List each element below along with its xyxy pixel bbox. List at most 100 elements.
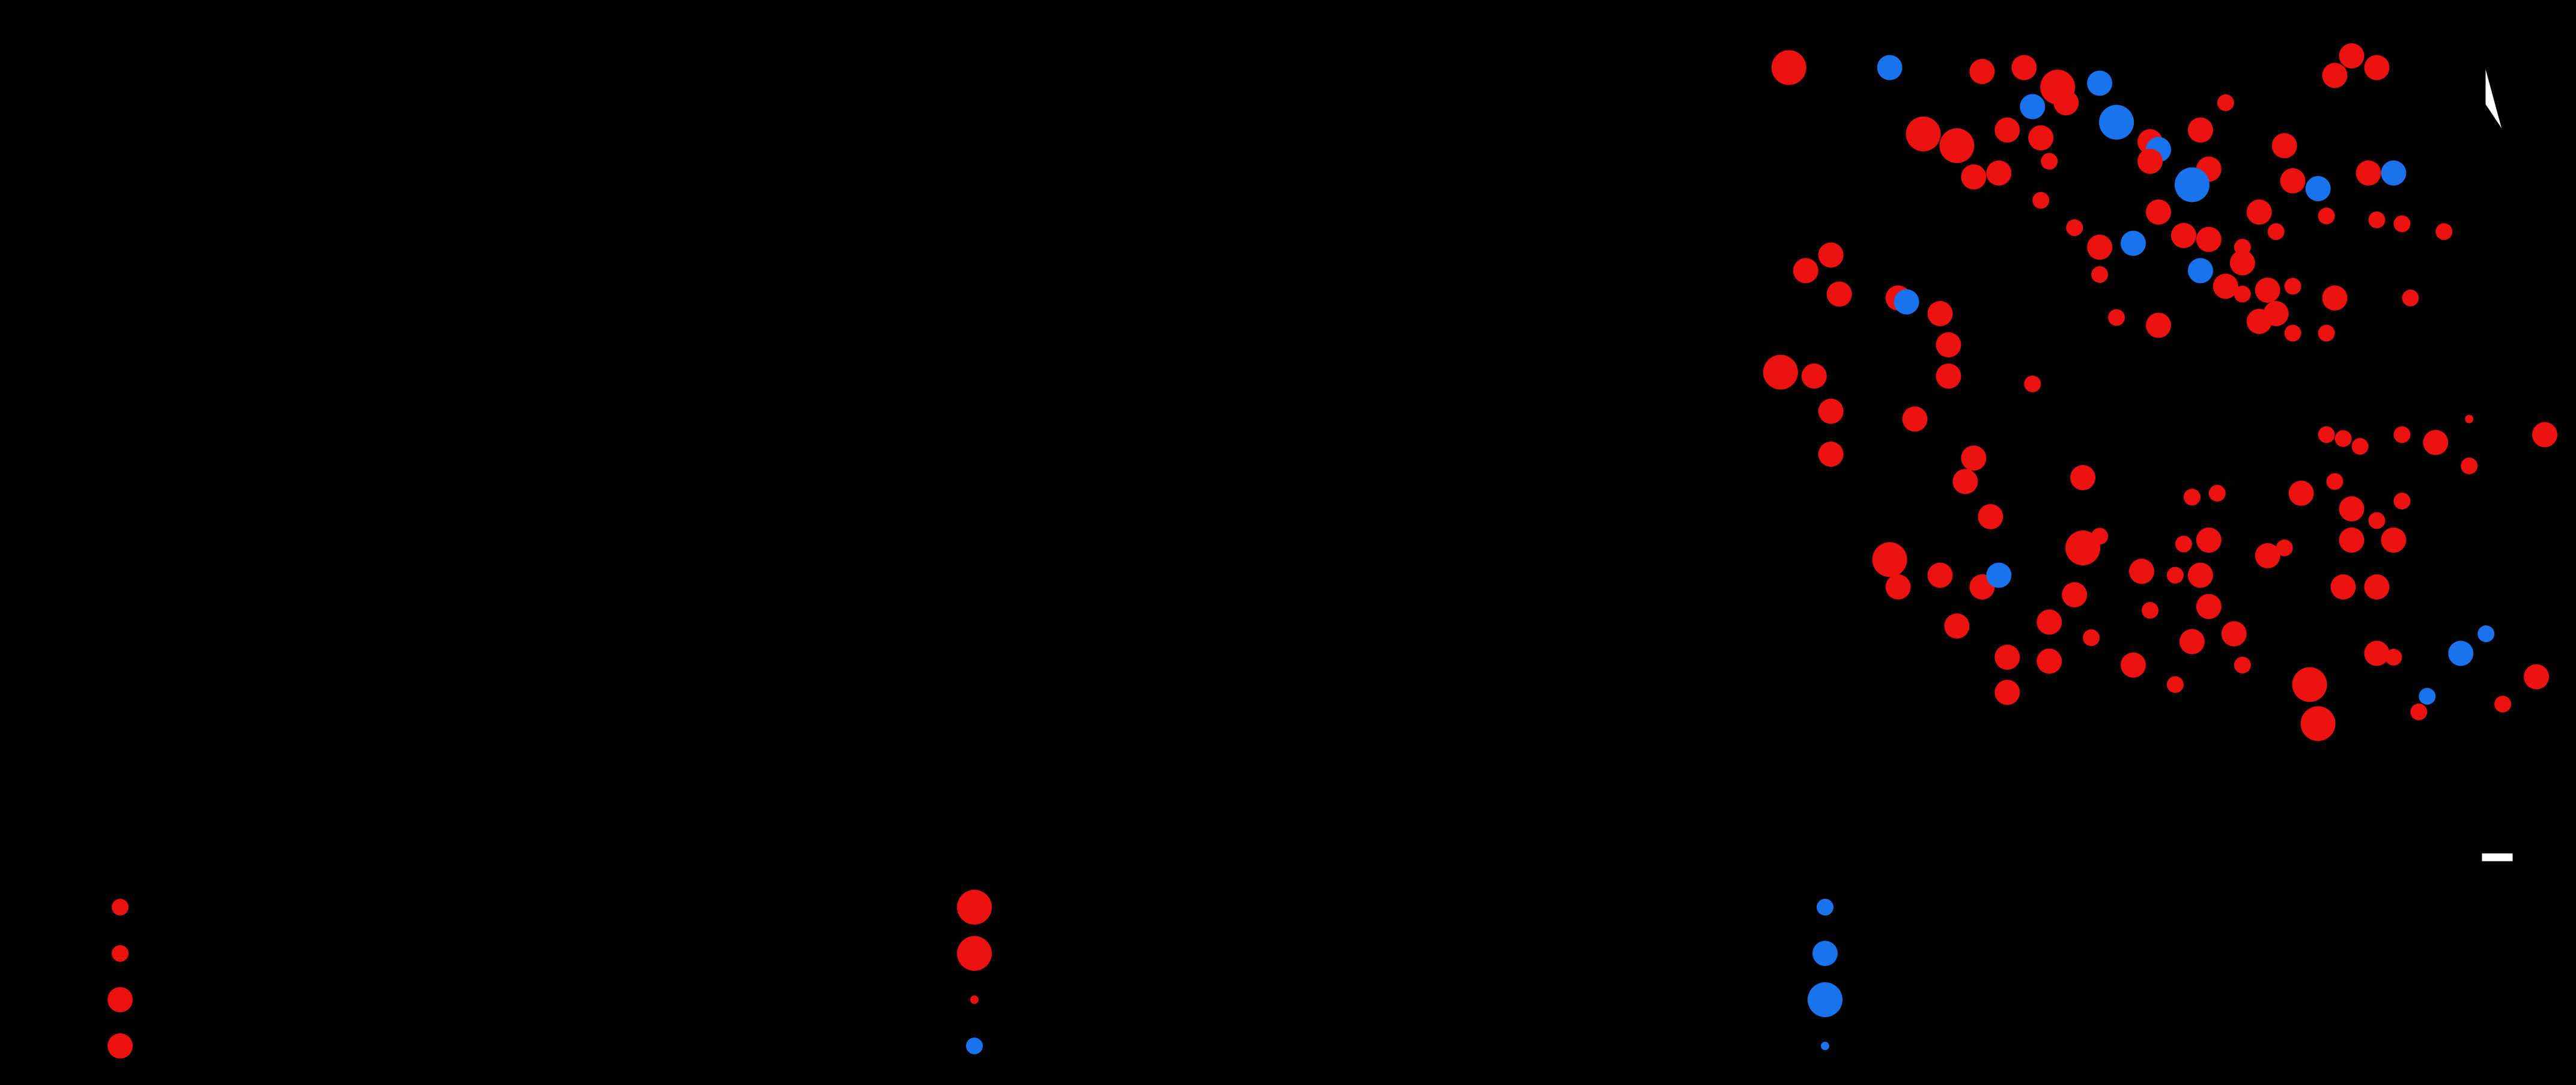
station-marker xyxy=(2364,574,2390,600)
station-marker xyxy=(2334,430,2352,447)
station-marker xyxy=(1927,301,1953,326)
station-marker xyxy=(2364,640,2390,666)
station-marker xyxy=(2041,153,2058,170)
station-marker xyxy=(2037,609,2062,635)
legend-label: Highly significant decrease (anti-persis… xyxy=(1849,983,2416,1018)
station-marker xyxy=(2393,426,2411,443)
station-marker xyxy=(2393,493,2411,509)
station-marker xyxy=(2213,273,2238,299)
legend-marker xyxy=(1821,1042,1829,1050)
station-marker xyxy=(2170,223,2196,248)
station-marker xyxy=(2263,301,2289,326)
station-marker xyxy=(1994,679,2020,705)
station-marker xyxy=(2187,562,2213,588)
station-marker xyxy=(2322,62,2348,88)
station-marker xyxy=(1763,354,1798,390)
station-marker xyxy=(2174,167,2210,202)
station-marker xyxy=(2322,285,2348,311)
station-marker xyxy=(2142,602,2158,619)
station-marker xyxy=(2267,223,2285,240)
station-marker xyxy=(1818,242,1844,268)
scale-forty: 40 xyxy=(2500,810,2527,839)
station-marker xyxy=(2065,530,2101,565)
legend-item: Non-significant decrease (persistence) xyxy=(108,983,623,1018)
station-marker xyxy=(2339,496,2365,521)
station-marker xyxy=(2356,160,2381,186)
station-marker xyxy=(2024,375,2041,392)
station-marker xyxy=(2318,426,2335,443)
legend-label: Non-significant increase (anti-persisten… xyxy=(998,1030,1530,1064)
station-marker xyxy=(2037,648,2062,674)
station-marker xyxy=(2166,567,2184,584)
station-marker xyxy=(2087,70,2113,96)
station-marker xyxy=(1801,363,1827,389)
station-marker xyxy=(2339,43,2365,68)
station-marker xyxy=(1906,117,1941,151)
north-label: N xyxy=(2475,32,2494,61)
legend-marker xyxy=(108,1033,133,1059)
station-marker xyxy=(1793,258,1818,284)
station-marker xyxy=(2288,481,2314,506)
station-marker xyxy=(1818,442,1844,467)
station-marker xyxy=(1961,445,1987,471)
station-marker xyxy=(2448,640,2474,666)
legend-item: Significant decrease (anti-persistence) xyxy=(1812,937,2326,971)
legend-marker xyxy=(970,995,979,1004)
station-marker xyxy=(2217,94,2234,111)
station-marker xyxy=(2129,559,2154,584)
station-marker xyxy=(1994,645,2020,670)
station-marker xyxy=(2066,219,2083,236)
station-marker xyxy=(2292,667,2327,702)
station-marker xyxy=(1994,117,2020,143)
station-marker xyxy=(2280,168,2306,193)
station-marker xyxy=(2175,535,2192,553)
legend-label: Significant increase (persistence) xyxy=(144,937,559,971)
legend-marker xyxy=(112,899,129,916)
station-marker xyxy=(2381,160,2407,186)
station-marker xyxy=(2255,278,2280,303)
station-marker xyxy=(2196,226,2222,252)
legend-item: Significant decrease (persistence) xyxy=(108,1030,564,1064)
scale-zero: 0 xyxy=(2448,810,2461,839)
station-marker xyxy=(1944,613,1970,639)
station-marker xyxy=(2234,657,2251,673)
legend-label: Highly significant decrease (persistence… xyxy=(998,891,1508,925)
legend-marker xyxy=(966,1038,983,1054)
station-marker xyxy=(2423,430,2449,455)
station-marker xyxy=(2532,422,2557,448)
station-marker xyxy=(1826,281,1852,307)
station-marker xyxy=(2166,676,2184,693)
station-marker xyxy=(2276,539,2293,556)
station-marker xyxy=(2208,485,2226,502)
station-marker xyxy=(2465,415,2474,424)
station-marker xyxy=(2393,215,2411,232)
station-marker xyxy=(2326,473,2344,490)
legend-marker xyxy=(1808,982,1842,1017)
station-marker xyxy=(1961,164,1987,190)
station-marker xyxy=(1969,59,1995,84)
station-marker xyxy=(1952,469,1978,494)
legend-marker xyxy=(957,936,992,971)
station-marker xyxy=(2070,465,2096,490)
station-marker xyxy=(2179,629,2205,654)
station-marker xyxy=(2524,664,2550,690)
station-marker xyxy=(2402,290,2419,306)
station-marker xyxy=(2196,527,2222,553)
station-marker xyxy=(2146,199,2171,225)
legend-marker xyxy=(1812,941,1838,966)
station-marker xyxy=(1939,128,1975,163)
legend-item: Non-significant increase (persistence) xyxy=(112,891,618,925)
station-marker xyxy=(2305,176,2331,201)
station-marker xyxy=(2028,125,2054,151)
legend-item: Non-significant decrease (anti-persisten… xyxy=(1817,891,2385,925)
legend-label: Non-significant decrease (anti-persisten… xyxy=(1849,891,2385,925)
station-marker xyxy=(2099,105,2134,140)
station-marker xyxy=(2234,285,2251,303)
station-marker xyxy=(2318,324,2335,342)
station-marker xyxy=(1885,574,1911,600)
station-marker xyxy=(1771,50,1806,85)
legend-item: Highly significant decrease (anti-persis… xyxy=(1808,982,2416,1018)
station-marker xyxy=(2121,652,2146,678)
